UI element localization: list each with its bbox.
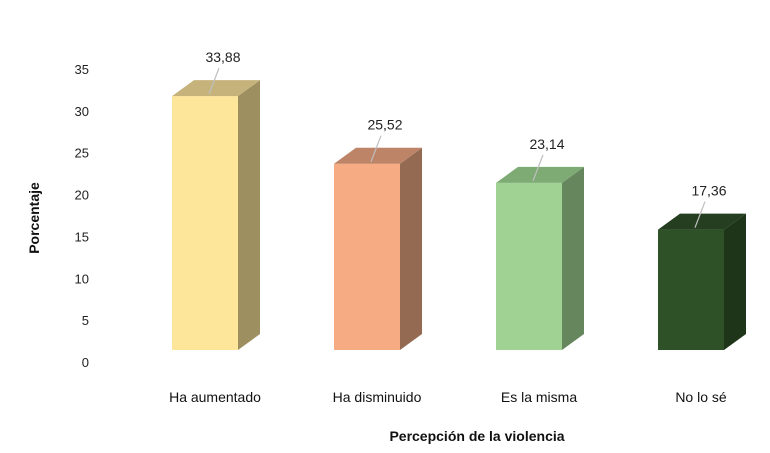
y-axis-ticks: 0 5 10 15 20 25 30 35 [75, 62, 89, 370]
bar-side [724, 213, 746, 350]
bar [172, 80, 260, 350]
y-tick-label: 35 [75, 62, 89, 77]
y-tick-label: 5 [82, 313, 89, 328]
bar-front [172, 96, 238, 350]
bar-side [562, 166, 584, 350]
x-axis-title: Percepción de la violencia [389, 428, 564, 444]
bar-side [400, 147, 422, 350]
x-category-label: Es la misma [501, 389, 577, 405]
data-label: 17,36 [691, 183, 726, 199]
bar-top [496, 166, 584, 183]
y-tick-label: 20 [75, 188, 89, 203]
data-label-leader [532, 154, 544, 182]
bar-front [334, 163, 400, 350]
data-label-leader [694, 201, 706, 228]
y-tick-label: 0 [82, 355, 89, 370]
bar-front [658, 229, 724, 350]
bar [334, 147, 422, 350]
y-axis-title: Porcentaje [26, 182, 42, 254]
data-label-leader [208, 67, 220, 95]
bars [172, 80, 746, 350]
bar-side [238, 80, 260, 350]
x-axis-categories: Ha aumentado Ha disminuido Es la misma No l… [169, 389, 727, 405]
x-category-label: Ha disminuido [333, 389, 422, 405]
x-category-label: Ha aumentado [169, 389, 261, 405]
y-tick-label: 15 [75, 229, 89, 244]
y-tick-label: 25 [75, 146, 89, 161]
x-category-label: No lo sé [675, 389, 727, 405]
bar-top [172, 80, 260, 97]
bar [496, 166, 584, 350]
data-label-leaders [208, 67, 706, 228]
data-label-leader [370, 135, 382, 162]
bar-front [496, 182, 562, 350]
data-label: 25,52 [367, 117, 402, 133]
y-tick-label: 10 [75, 271, 89, 286]
y-tick-label: 30 [75, 104, 89, 119]
bar-top [334, 147, 422, 164]
data-label: 23,14 [529, 136, 564, 152]
bar-top [658, 213, 746, 230]
data-labels: 33,88 25,52 23,14 17,36 [205, 49, 726, 199]
bar [658, 213, 746, 350]
data-label: 33,88 [205, 49, 240, 65]
